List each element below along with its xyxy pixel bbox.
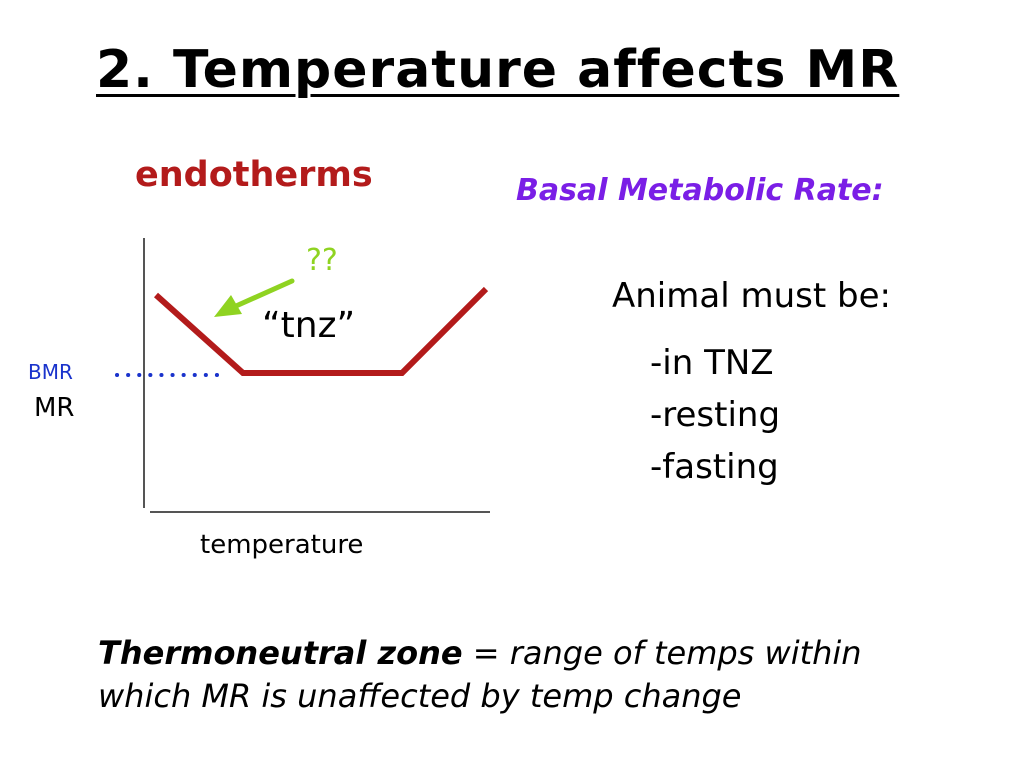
requirement-item: -resting (650, 395, 781, 435)
page-title: 2. Temperature affects MR (96, 40, 900, 100)
graph-heading: endotherms (135, 155, 373, 195)
question-marks: ?? (306, 243, 338, 278)
green-arrow-icon (214, 278, 295, 317)
x-axis-label: temperature (200, 530, 364, 560)
bmr-label: BMR (28, 360, 73, 384)
definition-term: Thermoneutral zone (98, 634, 463, 672)
requirements-intro: Animal must be: (612, 276, 891, 316)
bmr-heading: Basal Metabolic Rate: (516, 173, 884, 208)
requirement-item: -fasting (650, 447, 779, 487)
definition-text-line1: = range of temps within (462, 634, 862, 672)
definition-text-line2: which MR is unaffected by temp change (98, 676, 742, 715)
y-axis-label: MR (34, 393, 75, 423)
tnz-label: “tnz” (262, 305, 356, 346)
requirement-item: -in TNZ (650, 343, 774, 383)
mr-curve (153, 286, 489, 376)
definition: Thermoneutral zone = range of temps with… (98, 632, 862, 717)
